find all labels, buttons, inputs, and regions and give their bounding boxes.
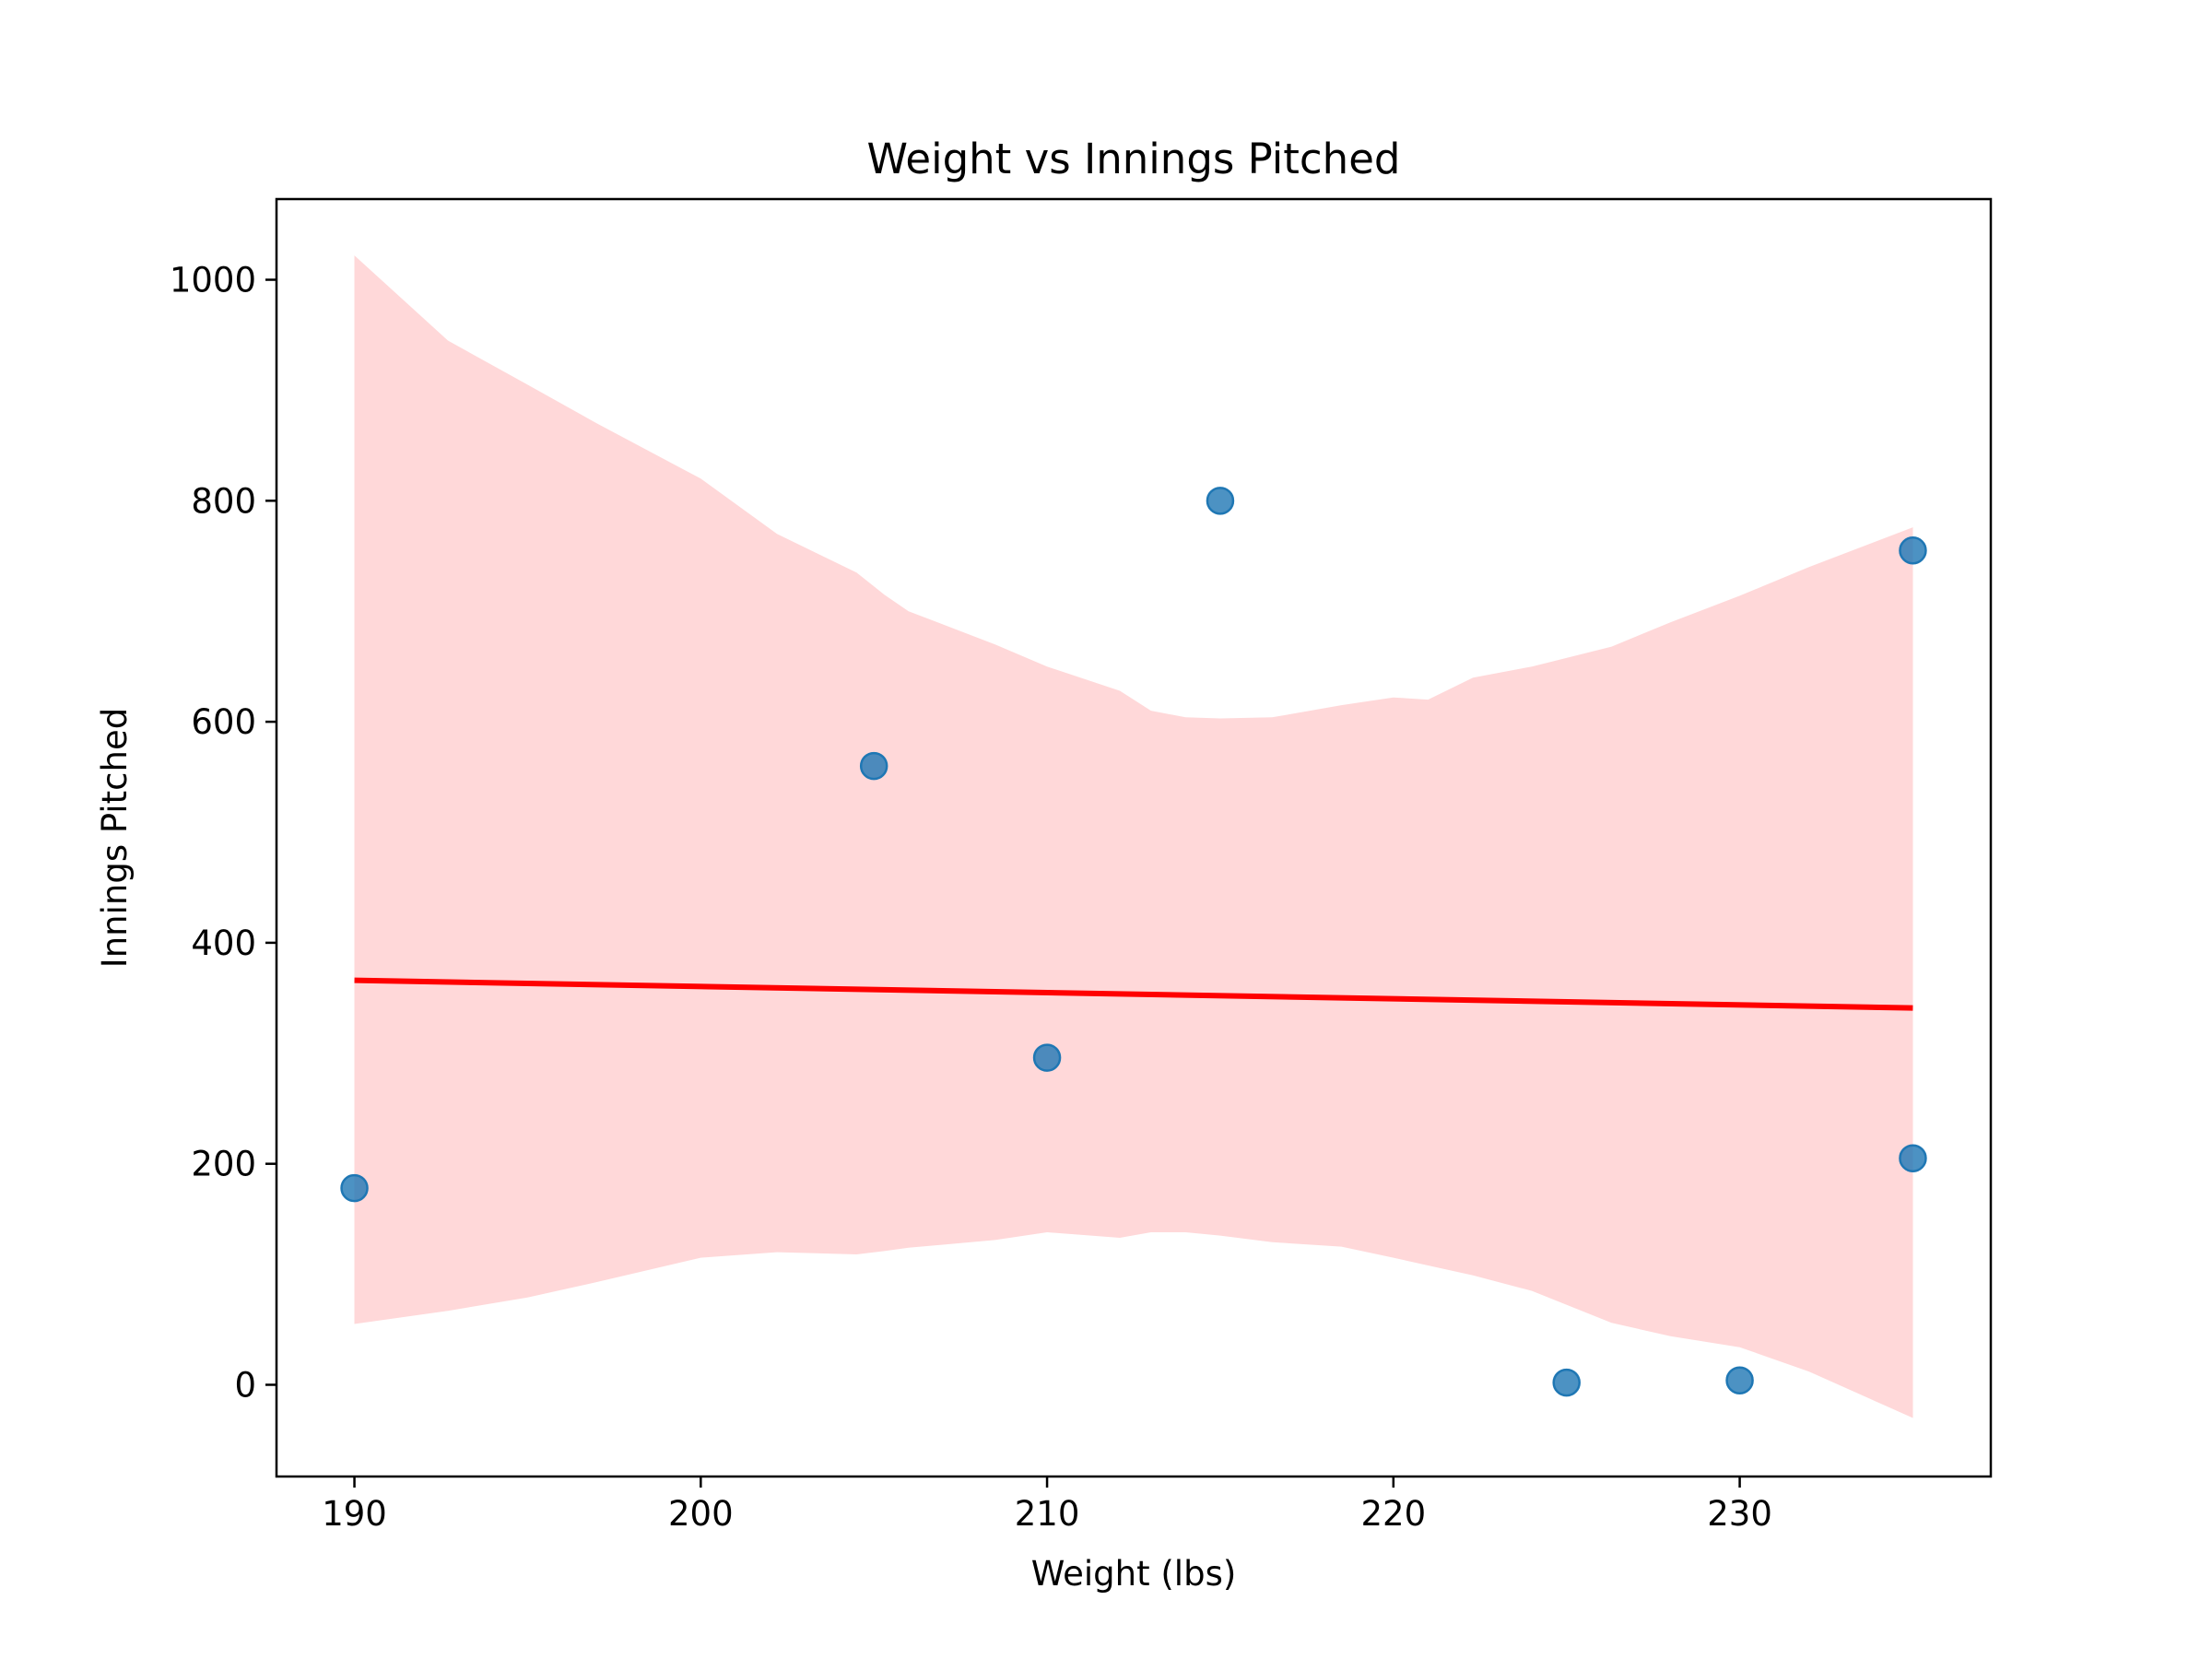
chart-title: Weight vs Innings Pitched (867, 135, 1401, 183)
y-tick-label: 800 (191, 481, 256, 521)
x-tick-label: 230 (1707, 1494, 1772, 1534)
x-axis-ticks: 190 200 210 220 230 (322, 1477, 1772, 1534)
x-tick-label: 200 (668, 1494, 734, 1534)
data-point (1206, 487, 1235, 515)
y-axis-label: Innings Pitched (95, 708, 135, 968)
y-tick-label: 600 (191, 702, 256, 742)
scatter-points (340, 487, 1927, 1397)
axes-frame (275, 197, 1993, 1478)
data-point (859, 751, 888, 781)
y-axis-ticks: 0 200 400 600 800 1000 (170, 261, 276, 1405)
confidence-band (354, 255, 1913, 1418)
x-tick-label: 220 (1361, 1494, 1427, 1534)
data-point (1899, 536, 1927, 565)
plot-area (340, 255, 1927, 1418)
fit-line (354, 977, 1913, 1011)
y-tick-label: 0 (234, 1365, 256, 1405)
x-axis-label: Weight (lbs) (1031, 1554, 1237, 1594)
data-point (1725, 1366, 1754, 1394)
x-tick-label: 190 (322, 1494, 387, 1534)
y-tick-label: 200 (191, 1145, 256, 1184)
data-point (1032, 1043, 1062, 1072)
data-point (1552, 1368, 1581, 1397)
data-point (1899, 1144, 1927, 1172)
data-point (340, 1173, 369, 1203)
x-tick-label: 210 (1015, 1494, 1080, 1534)
y-tick-label: 1000 (170, 261, 256, 300)
y-tick-label: 400 (191, 924, 256, 963)
